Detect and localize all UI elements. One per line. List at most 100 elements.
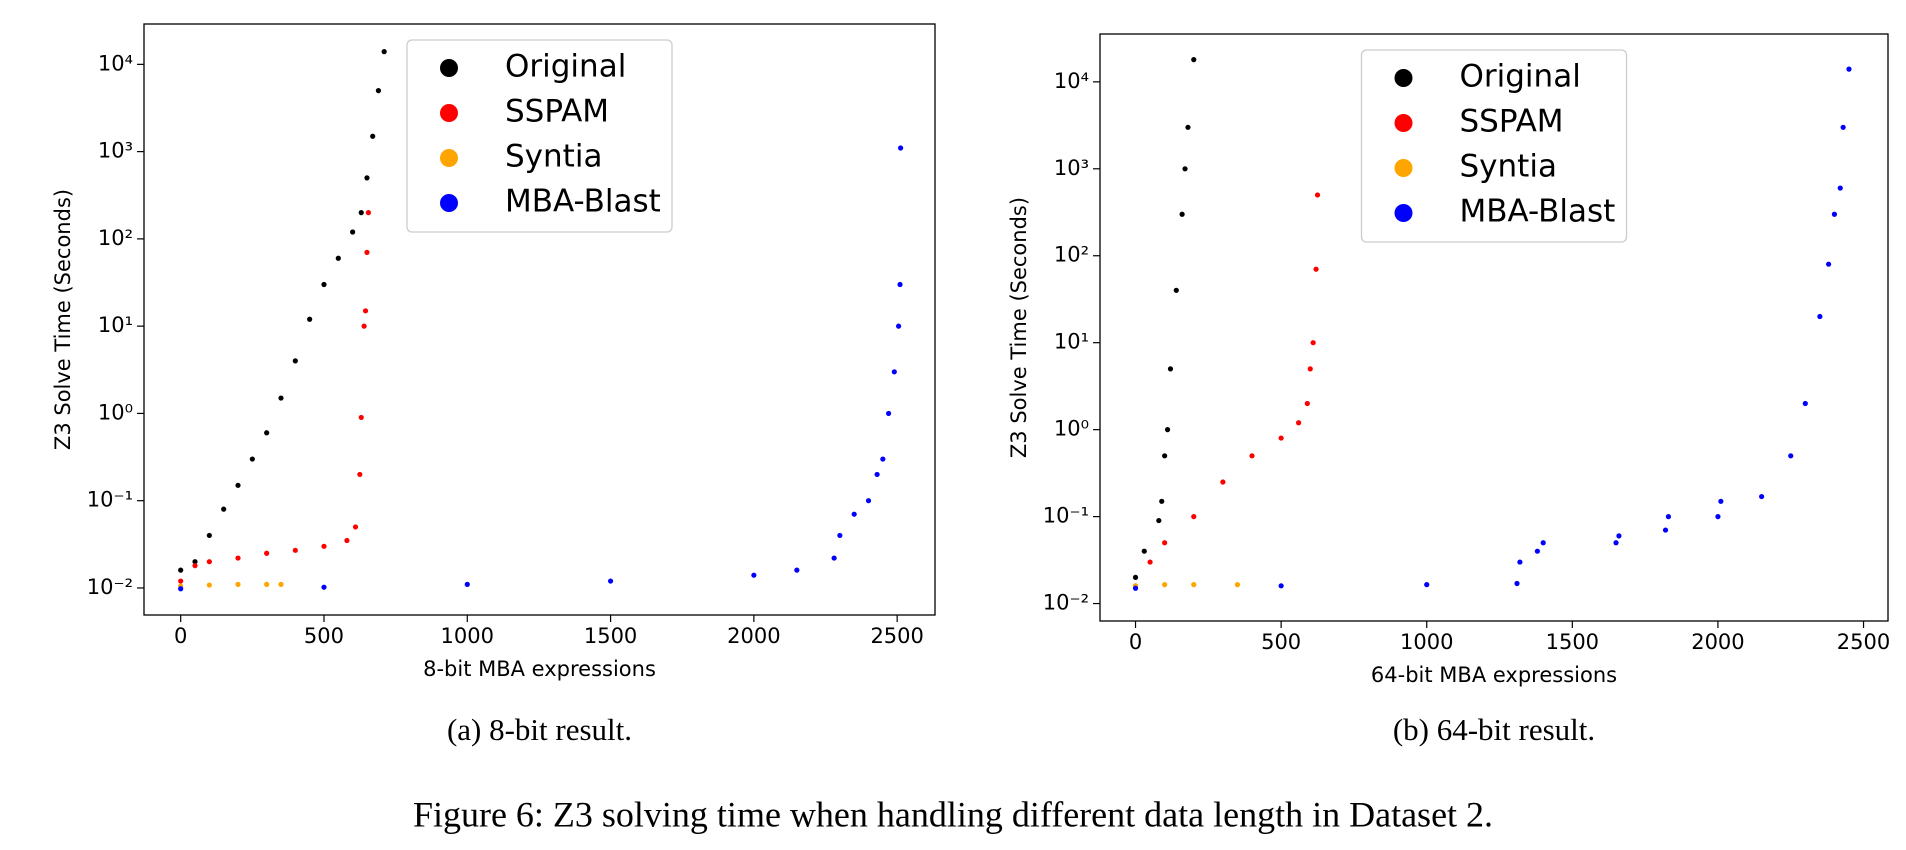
data-point bbox=[1179, 211, 1185, 217]
data-point bbox=[264, 430, 270, 436]
data-point bbox=[1164, 427, 1171, 433]
data-point bbox=[178, 586, 184, 592]
x-tick-label: 1500 bbox=[1546, 630, 1599, 654]
data-point bbox=[178, 567, 184, 573]
data-point bbox=[1424, 582, 1430, 588]
data-point bbox=[235, 581, 241, 587]
data-point bbox=[278, 581, 284, 587]
data-point bbox=[365, 210, 372, 216]
legend-label: Original bbox=[1460, 59, 1581, 95]
data-point bbox=[607, 578, 614, 584]
subcaption: (b) 64-bit result. bbox=[1393, 712, 1595, 747]
x-tick-label: 1000 bbox=[441, 624, 494, 648]
data-point bbox=[350, 229, 356, 235]
data-point bbox=[344, 537, 350, 544]
data-point bbox=[1517, 559, 1523, 565]
data-point bbox=[896, 323, 902, 329]
legend-label: SSPAM bbox=[505, 94, 609, 130]
data-point bbox=[1715, 514, 1721, 520]
data-point bbox=[1613, 540, 1619, 546]
y-tick-label: 10⁻² bbox=[87, 575, 133, 599]
x-axis-label: 8-bit MBA expressions bbox=[423, 657, 656, 681]
data-point bbox=[1162, 582, 1168, 588]
data-point bbox=[891, 369, 897, 375]
data-point bbox=[1141, 548, 1147, 554]
data-point bbox=[361, 323, 367, 329]
data-point bbox=[192, 559, 198, 565]
data-point bbox=[1191, 514, 1197, 520]
data-point bbox=[206, 532, 212, 539]
data-point bbox=[364, 175, 370, 181]
x-tick-label: 0 bbox=[174, 624, 187, 648]
legend-label: SSPAM bbox=[1460, 104, 1564, 140]
data-point bbox=[1132, 574, 1139, 580]
x-tick-label: 2500 bbox=[1837, 630, 1890, 654]
x-tick-label: 1500 bbox=[584, 624, 637, 648]
data-point bbox=[352, 524, 359, 530]
data-point bbox=[292, 358, 298, 364]
data-point bbox=[221, 506, 227, 512]
y-axis-label: Z3 Solve Time (Seconds) bbox=[51, 189, 75, 450]
data-point bbox=[1817, 313, 1823, 320]
data-point bbox=[874, 471, 880, 478]
data-point bbox=[235, 482, 241, 488]
y-tick-label: 10⁰ bbox=[98, 400, 133, 424]
data-point bbox=[1759, 493, 1765, 500]
data-point bbox=[898, 145, 904, 151]
data-point bbox=[321, 584, 327, 590]
x-axis-label: 64-bit MBA expressions bbox=[1371, 663, 1617, 687]
data-point bbox=[1825, 261, 1832, 267]
data-point bbox=[1840, 124, 1846, 130]
data-point bbox=[1802, 400, 1808, 407]
y-tick-label: 10³ bbox=[98, 139, 133, 163]
plot-frame bbox=[1099, 33, 1889, 622]
x-tick-label: 0 bbox=[1129, 630, 1142, 654]
data-point bbox=[851, 511, 857, 517]
y-tick-label: 10⁻¹ bbox=[87, 488, 133, 512]
y-tick-label: 10² bbox=[1054, 243, 1089, 267]
x-tick-label: 500 bbox=[304, 624, 344, 648]
data-point bbox=[307, 316, 313, 322]
data-point bbox=[381, 49, 387, 55]
data-point bbox=[1540, 540, 1546, 546]
data-point bbox=[837, 532, 843, 539]
data-point bbox=[357, 471, 363, 478]
data-point bbox=[1191, 582, 1197, 588]
legend-label: MBA-Blast bbox=[505, 184, 661, 220]
data-point bbox=[1304, 400, 1310, 407]
data-point bbox=[358, 210, 364, 216]
data-point bbox=[1249, 453, 1255, 459]
data-point bbox=[335, 255, 341, 261]
data-point bbox=[1296, 420, 1302, 426]
legend-marker bbox=[1394, 204, 1413, 222]
data-point bbox=[370, 133, 376, 139]
data-point bbox=[364, 249, 370, 256]
data-point bbox=[206, 582, 212, 588]
x-tick-label: 1000 bbox=[1400, 630, 1453, 654]
data-point bbox=[264, 550, 270, 556]
data-point bbox=[1159, 498, 1165, 504]
data-point bbox=[292, 547, 298, 553]
legend-marker bbox=[440, 104, 458, 122]
data-point bbox=[1534, 548, 1540, 554]
legend-marker bbox=[1394, 114, 1413, 132]
data-point bbox=[897, 281, 903, 288]
y-tick-label: 10⁻¹ bbox=[1043, 504, 1089, 528]
data-point bbox=[1162, 453, 1168, 459]
data-point bbox=[1616, 533, 1622, 539]
data-point bbox=[1313, 266, 1319, 272]
y-tick-label: 10⁴ bbox=[1054, 69, 1089, 93]
data-point bbox=[1831, 211, 1838, 217]
data-point bbox=[751, 572, 757, 578]
data-point bbox=[1182, 166, 1188, 172]
y-tick-label: 10² bbox=[98, 226, 133, 250]
data-point bbox=[1662, 527, 1669, 533]
subcaption: (a) 8-bit result. bbox=[447, 712, 632, 747]
legend-marker bbox=[1394, 69, 1413, 87]
data-point bbox=[321, 543, 327, 549]
data-point bbox=[464, 581, 470, 587]
data-point bbox=[1162, 540, 1168, 546]
data-point bbox=[235, 555, 241, 561]
legend-marker bbox=[440, 59, 458, 77]
